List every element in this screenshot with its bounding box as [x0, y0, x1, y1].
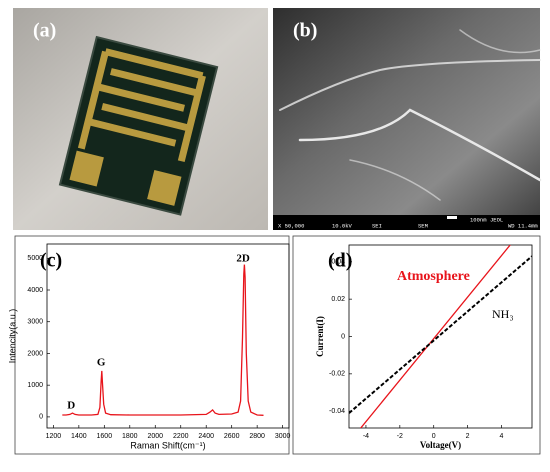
photo-b: (b) X 50,000 10.0kV SEI SEM 100nm JEOL WD 11.4…	[273, 8, 550, 230]
y-axis-label: Current(I)	[315, 316, 325, 357]
x-tick-label: 0	[432, 433, 436, 440]
x-tick-label: 3000	[275, 433, 291, 440]
y-tick-label: 2000	[27, 350, 43, 357]
y-tick-label: 0.02	[331, 296, 345, 303]
x-tick-label: 2600	[224, 433, 240, 440]
x-tick-label: 4	[500, 433, 504, 440]
panel-label: (b)	[293, 20, 317, 42]
sem-text: X 50,000	[278, 222, 304, 229]
x-tick-label: 1200	[46, 433, 62, 440]
peak-label: 2D	[236, 252, 250, 264]
x-tick-label: 2800	[249, 433, 265, 440]
sem-text: 10.0kV	[332, 222, 353, 229]
x-tick-label: -4	[363, 433, 369, 440]
panel-label: (d)	[328, 250, 352, 272]
panel-label: (c)	[40, 250, 62, 272]
x-tick-label: 1600	[97, 433, 113, 440]
x-tick-label: 2200	[173, 433, 189, 440]
sem-info: X 50,000 10.0kV SEI SEM 100nm JEOL WD 11.4mm 1…	[278, 216, 550, 229]
y-tick-label: -0.02	[329, 371, 345, 378]
line-series	[62, 264, 264, 416]
x-tick-label: 1400	[71, 433, 87, 440]
x-tick-label: -2	[397, 433, 403, 440]
line-series	[349, 255, 532, 414]
sem-text: 100nm	[470, 216, 487, 223]
plot-frame	[46, 243, 290, 429]
y-tick-label: 1000	[27, 382, 43, 389]
y-tick-label: 0.04	[331, 259, 345, 266]
x-axis-label: Raman Shift(cm⁻¹)	[130, 440, 205, 450]
photo-a: (a)	[13, 8, 268, 230]
panel-label: (a)	[33, 20, 56, 42]
x-tick-label: 2	[466, 433, 470, 440]
x-axis-label: Voltage(V)	[420, 440, 461, 450]
sem-text: WD 11.4mm 15:48:05	[508, 222, 550, 229]
y-axis-label: Intencity(a.u.)	[7, 309, 17, 364]
series-label: NH₃	[492, 307, 514, 321]
line-series	[359, 245, 511, 428]
y-tick-label: 0	[39, 414, 43, 421]
sem-text: JEOL	[490, 216, 503, 223]
x-tick-label: 2000	[147, 433, 163, 440]
y-tick-label: -0.04	[329, 408, 345, 415]
y-tick-label: 5000	[27, 255, 43, 262]
panel-frame	[292, 235, 541, 455]
x-tick-label: 1800	[122, 433, 138, 440]
y-tick-label: 3000	[27, 319, 43, 326]
sem-text: SEM	[418, 222, 428, 229]
y-tick-label: 0	[341, 333, 345, 340]
sem-text: SEI	[372, 222, 382, 229]
peak-label: G	[97, 356, 106, 368]
x-tick-label: 2400	[198, 433, 214, 440]
peak-label: D	[67, 399, 75, 411]
series-label: Atmosphere	[397, 269, 470, 284]
y-tick-label: 4000	[27, 287, 43, 294]
